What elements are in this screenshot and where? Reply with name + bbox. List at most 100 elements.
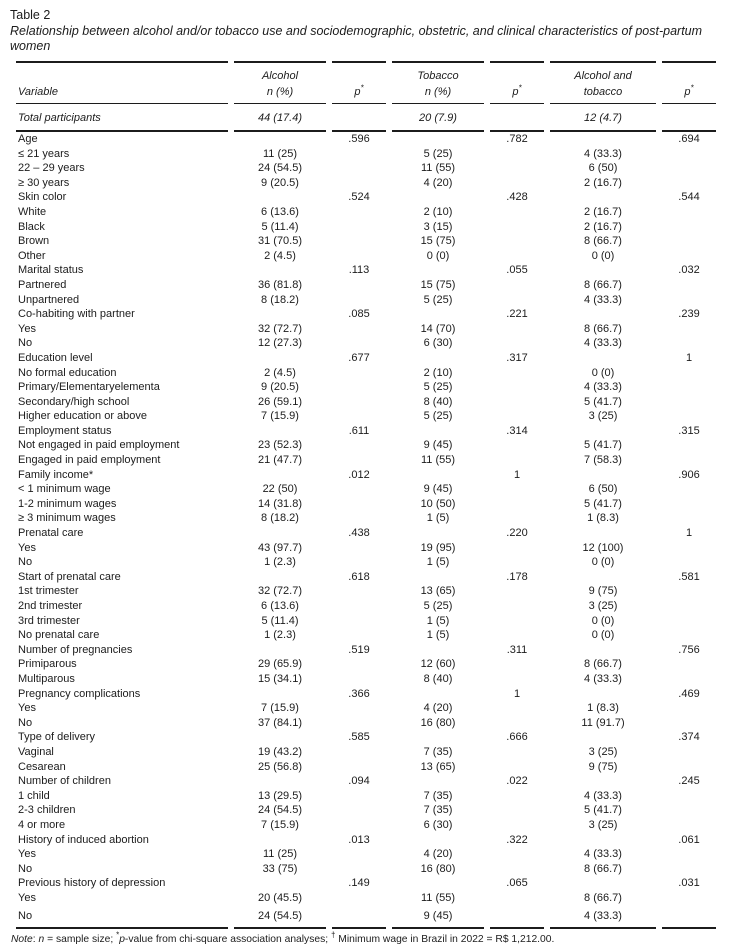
tobacco-n-cell: 9 (45) [392,905,484,930]
alcohol-n-cell: 33 (75) [262,862,298,875]
table-row: Yes 20 (45.5) 11 (55) 8 (66.7) [16,891,716,906]
alcohol-tobacco-n-cell [550,774,656,789]
table-row: Age .596 .782 .694 [16,132,716,147]
tobacco-n-cell: 9 (45) [423,439,453,452]
p-asterisk: * [690,84,694,93]
alcohol-tobacco-n-cell: 2 (16.7) [584,176,622,189]
alcohol-n-cell: 31 (70.5) [257,235,303,248]
alcohol-tobacco-p-cell: .694 [678,133,700,145]
alcohol-n-cell: 5 (11.4) [261,220,299,233]
row-label: Yes [18,891,36,904]
row-label: No [18,716,33,729]
alcohol-tobacco-p-cell [662,511,716,526]
alcohol-tobacco-n-cell: 4 (33.3) [584,672,622,685]
alcohol-tobacco-p-cell: .032 [678,264,700,277]
total-row-section: Total participants 44 (17.4) 20 (7.9) 12… [16,104,716,132]
alcohol-tobacco-n-cell [550,687,656,702]
tobacco-p-cell: .322 [506,833,528,846]
row-label: Multiparous [18,672,75,685]
alcohol-p-cell: .149 [348,877,370,890]
alcohol-n-cell: 37 (84.1) [257,716,303,729]
header-spacer [490,61,544,84]
table-row: 1 child 13 (29.5) 7 (35) 4 (33.3) [16,789,716,804]
alcohol-tobacco-n-cell: 8 (66.7) [584,891,622,904]
tobacco-p-cell [490,395,544,410]
p-symbol: p [354,86,361,99]
row-label: Previous history of depression [18,877,166,890]
tobacco-p-cell [490,555,544,570]
table-footnote: Note: n = sample size; *p-value from chi… [10,932,722,946]
alcohol-tobacco-n-cell: 7 (58.3) [584,454,622,467]
alcohol-tobacco-n-cell: 4 (33.3) [584,848,622,861]
table-row: Co-habiting with partner .085 .221 .239 [16,307,716,322]
tobacco-p-cell [490,322,544,337]
alcohol-tobacco-p-cell [662,104,716,132]
tobacco-p-cell [490,614,544,629]
tobacco-p-cell: .022 [506,775,528,788]
row-label: Number of pregnancies [18,643,133,656]
alcohol-p-cell [332,862,386,877]
table-row: 2-3 children 24 (54.5) 7 (35) 5 (41.7) [16,803,716,818]
tobacco-n-cell: 9 (45) [423,483,453,496]
alcohol-n-cell: 44 (17.4) [234,104,326,132]
alcohol-tobacco-p-cell [662,249,716,264]
alcohol-tobacco-p-cell: 1 [685,351,693,364]
tobacco-p-cell: .178 [506,570,528,583]
alcohol-tobacco-n-cell: 0 (0) [591,556,615,569]
alcohol-p-cell [332,293,386,308]
alcohol-p-cell [332,249,386,264]
row-label: ≥ 3 minimum wages [18,512,116,525]
row-label: Not engaged in paid employment [18,439,180,452]
alcohol-n-cell [234,307,326,322]
tobacco-n-cell: 1 (5) [426,512,450,525]
alcohol-tobacco-p-cell [662,497,716,512]
alcohol-tobacco-p-cell: .469 [678,687,700,700]
tobacco-p-cell [490,847,544,862]
row-label: Black [18,220,45,233]
alcohol-tobacco-p-cell [662,628,716,643]
row-label: ≤ 21 years [18,147,70,160]
footnote-segment: -value from chi-square association analy… [124,934,331,946]
tobacco-n-cell: 4 (20) [423,702,453,715]
alcohol-tobacco-p-cell [662,789,716,804]
tobacco-n-cell: 5 (25) [423,600,453,612]
header-row-labels: Variable n (%) p* n (%) p* tobacco p* [16,84,716,104]
alcohol-n-cell: 12 (27.3) [257,337,303,350]
alcohol-tobacco-p-cell [662,614,716,629]
footnote-segment: Minimum wage in Brazil in 2022 = R$ 1,21… [335,934,555,946]
alcohol-p-cell [332,657,386,672]
alcohol-tobacco-p-cell: .544 [678,191,700,204]
alcohol-tobacco-n-cell: 8 (66.7) [584,862,622,875]
tobacco-n-cell: 5 (25) [423,410,453,423]
alcohol-p-cell [332,497,386,512]
alcohol-tobacco-n-cell [550,132,656,147]
alcohol-n-cell: 9 (20.5) [261,176,299,189]
tobacco-p-cell: .314 [506,424,528,437]
alcohol-tobacco-n-cell: 12 (100) [582,541,624,554]
tobacco-n-cell [392,190,484,205]
alcohol-tobacco-n-cell: 3 (25) [588,410,618,423]
alcohol-p-cell: .585 [348,731,370,744]
p-asterisk: * [518,84,522,93]
tobacco-p-cell [490,716,544,731]
alcohol-tobacco-p-cell: .756 [678,643,700,656]
alcohol-n-cell: 26 (59.1) [257,395,303,408]
tobacco-p-cell [490,176,544,191]
table-title: Relationship between alcohol and/or toba… [10,24,703,53]
table-row: 4 or more 7 (15.9) 6 (30) 3 (25) [16,818,716,833]
header-spacer [16,61,228,84]
alcohol-p-cell [332,745,386,760]
table-row: Cesarean 25 (56.8) 13 (65) 9 (75) [16,760,716,775]
row-label: Engaged in paid employment [18,454,161,467]
alcohol-n-cell: 7 (15.9) [261,410,299,423]
row-label: Vaginal [18,745,54,758]
tobacco-p-cell [490,278,544,293]
alcohol-p-cell [332,891,386,906]
alcohol-p-cell: .596 [348,133,370,145]
alcohol-tobacco-p-cell [662,161,716,176]
table-row: Number of children .094 .022 .245 [16,774,716,789]
tobacco-p-cell [490,905,544,930]
row-label: 22 – 29 years [18,162,85,175]
row-label: Primary/Elementaryelementa [18,381,160,394]
